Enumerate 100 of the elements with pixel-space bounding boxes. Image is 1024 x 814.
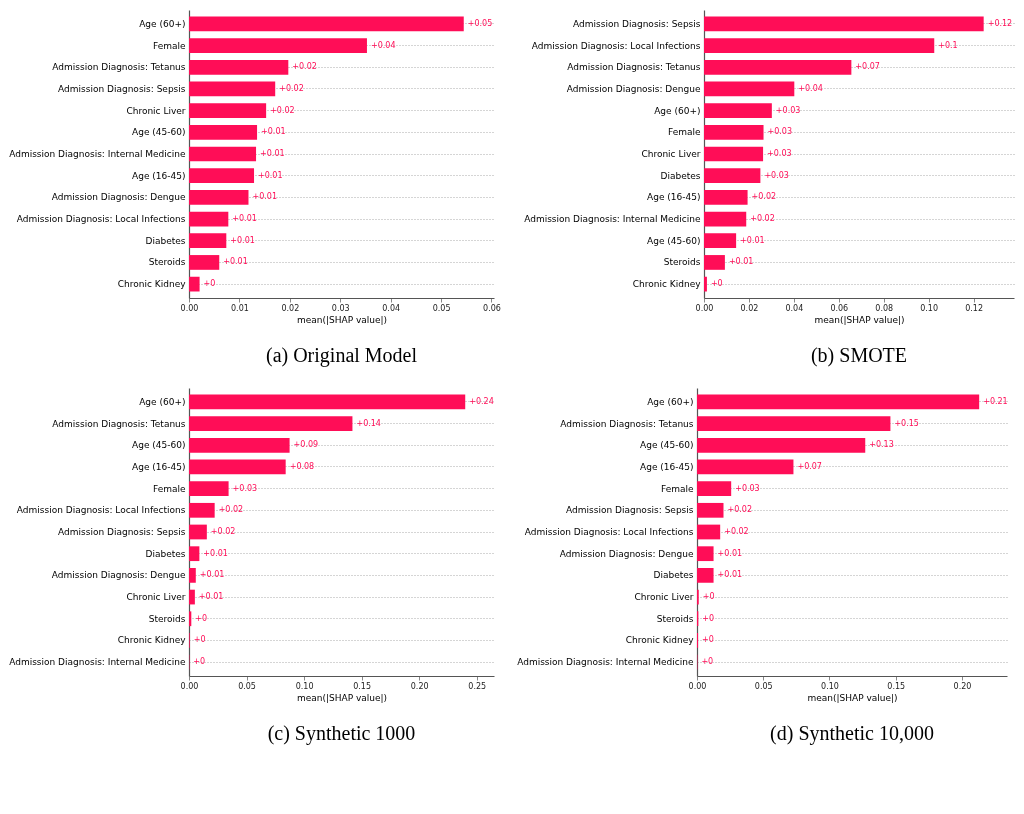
bar [189,81,276,97]
y-tick-label: Age (60+) [654,105,701,116]
y-tick-label: Chronic Liver [126,592,186,603]
x-tick-label: 0.20 [410,681,429,691]
y-tick-label: Age (45-60) [132,440,186,451]
text: (a) Original Model [265,344,418,367]
bar [189,233,227,249]
data-label: +0.01 [203,548,228,558]
bar [704,190,748,205]
data-label: +0.02 [279,83,304,93]
x-tick-label: 0.00 [688,681,707,691]
bar [189,146,257,162]
y-tick-label: Admission Diagnosis: Internal Medicine [9,657,186,668]
bar [189,502,215,518]
y-tick-label: Chronic Kidney [117,635,187,646]
data-label: +0.12 [987,18,1013,28]
y-tick-label: Diabetes [145,235,186,246]
y-tick-label: Admission Diagnosis: Tetanus [52,418,186,429]
bar [697,394,980,410]
data-label: +0.09 [293,440,319,450]
x-tick-label: 0.08 [875,303,894,313]
data-label: +0.03 [764,170,789,180]
bar [189,546,200,562]
x-axis-title: mean(|SHAP value|) [807,692,898,703]
data-label: +0 [193,657,206,667]
bar [189,437,290,453]
bar [189,16,464,32]
y-tick-label: Chronic Kidney [117,279,187,290]
x-tick-label: 0.05 [238,681,256,691]
x-tick-label: 0.10 [821,681,839,691]
y-tick-label: Admission Diagnosis: Sepsis [573,18,701,29]
data-label: +0.01 [252,192,277,202]
x-tick-label: 0.10 [920,303,939,313]
y-tick-label: Female [152,40,186,51]
y-tick-label: Female [152,483,186,494]
text: (c) Synthetic 1000 [267,722,416,745]
y-tick-label: Age (60+) [139,18,186,29]
data-label: +0 [193,635,206,645]
y-tick-label: Female [667,127,701,138]
y-tick-label: Admission Diagnosis: Sepsis [58,527,186,537]
data-label: +0.13 [869,440,894,450]
y-tick-label: Admission Diagnosis: Dengue [559,548,694,559]
data-label: +0.02 [292,62,317,72]
data-label: +0.01 [717,570,743,580]
data-label: +0 [702,635,714,645]
y-tick-label: Age (45-60) [647,235,701,246]
data-label: +0.1 [938,40,958,50]
data-label: +0.01 [260,149,285,158]
bar [704,211,747,227]
bar [704,146,764,162]
data-label: +0.02 [218,505,244,515]
data-label: +0 [203,279,216,289]
bar [704,59,852,75]
y-tick-label: Admission Diagnosis: Sepsis [566,505,694,516]
y-tick-label: Steroids [148,613,186,624]
bar [704,81,795,97]
y-tick-label: Admission Diagnosis: Local Infections [524,527,694,537]
bar [189,416,353,431]
bar [697,481,732,496]
y-tick-label: Admission Diagnosis: Internal Medicine [517,657,694,668]
data-label: +0.01 [717,548,743,558]
bar [704,276,707,292]
bar [704,103,772,118]
bar [189,124,258,140]
data-label: +0.07 [797,461,822,471]
x-tick-label: 0.06 [830,303,849,313]
bar [704,233,737,249]
x-tick-label: 0.00 [180,681,199,691]
data-label: +0.03 [232,483,258,493]
data-label: +0.01 [258,170,283,180]
bar [697,546,714,562]
y-tick-label: Age (16-45) [640,461,694,472]
x-tick-label: 0.25 [468,681,487,691]
data-label: +0.04 [370,40,396,50]
y-tick-label: Age (60+) [647,396,694,407]
bar [189,459,286,475]
data-label: +0.07 [855,62,880,72]
y-tick-label: Admission Diagnosis: Internal Medicine [524,214,701,225]
data-label: +0.01 [199,570,225,580]
bar [189,211,229,227]
bar [189,190,249,205]
data-label: +0.03 [735,483,760,493]
data-label: +0.05 [467,18,493,28]
data-label: +0.01 [728,257,754,267]
data-label: +0.01 [232,214,257,224]
x-tick-label: 0.05 [754,681,773,691]
y-tick-label: Diabetes [660,170,701,181]
bar [704,168,761,184]
y-tick-label: Steroids [148,257,186,268]
bar [697,437,866,453]
bar [189,611,192,627]
data-label: +0.03 [767,127,793,137]
y-tick-label: Admission Diagnosis: Tetanus [560,418,694,429]
bar [189,255,220,270]
data-label: +0.02 [270,105,295,115]
y-tick-label: Chronic Liver [634,592,694,603]
bar [704,255,725,270]
bar [189,168,255,184]
data-label: +0.01 [223,257,248,267]
data-label: +0 [195,613,208,623]
